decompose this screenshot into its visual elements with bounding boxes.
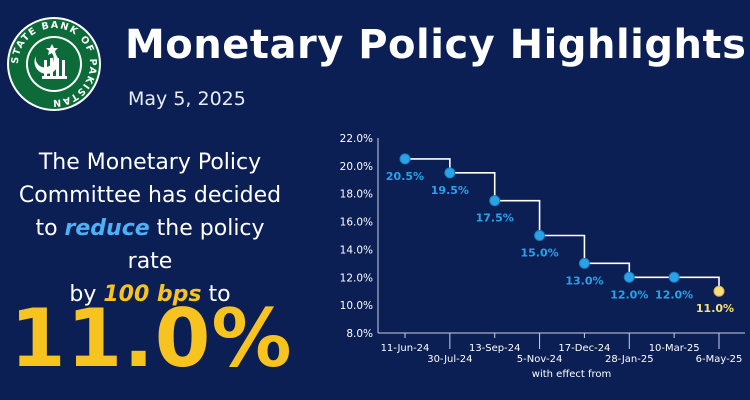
x-tick-label: 5-Nov-24 (517, 354, 563, 365)
x-tick-label: 17-Dec-24 (558, 343, 610, 354)
message-line-4-pre: by (69, 282, 104, 307)
data-label: 19.5% (431, 184, 469, 197)
message-line-3-pre: to (35, 216, 65, 241)
y-tick-label: 12.0% (340, 272, 373, 284)
data-label: 20.5% (386, 170, 424, 183)
page-title: Monetary Policy Highlights (125, 22, 747, 68)
data-label: 11.0% (696, 302, 734, 315)
bps-emphasis: 100 bps (103, 282, 202, 307)
y-tick-label: 10.0% (340, 300, 373, 312)
message-line-1: The Monetary Policy (38, 150, 262, 175)
new-policy-rate: 11.0% (10, 292, 293, 385)
policy-message: The Monetary Policy Committee has decide… (10, 146, 290, 311)
data-label: 12.0% (610, 288, 648, 301)
data-point (489, 195, 501, 207)
state-bank-logo: STATE BANK OF PAKISTAN (7, 17, 101, 111)
y-tick-label: 22.0% (340, 133, 373, 145)
y-tick-label: 18.0% (340, 189, 373, 201)
message-line-3-post: the policy rate (127, 216, 265, 274)
x-axis-title: with effect from (532, 369, 611, 380)
data-label: 12.0% (655, 288, 693, 301)
announcement-date: May 5, 2025 (128, 88, 246, 110)
y-tick-label: 20.0% (340, 161, 373, 173)
data-point (534, 230, 546, 241)
data-point (444, 167, 456, 179)
reduce-emphasis: reduce (64, 216, 150, 241)
policy-rate-chart: 8.0% 10.0% 12.0% 14.0% 16.0% 18.0% 20.0% 22.0% 1… (340, 133, 745, 380)
x-tick-label: 13-Sep-24 (469, 343, 521, 354)
data-point (399, 153, 411, 165)
x-tick-label: 11-Jun-24 (381, 343, 430, 354)
y-tick-label: 8.0% (346, 328, 373, 340)
message-line-4-post: to (201, 282, 231, 307)
x-tick-label: 6-May-25 (696, 354, 743, 365)
x-tick-label: 30-Jul-24 (427, 354, 472, 365)
data-label: 15.0% (520, 247, 558, 260)
message-line-3: to reduce the policy rate (10, 212, 290, 278)
data-point (668, 271, 680, 283)
y-tick-label: 14.0% (340, 244, 373, 256)
data-point (713, 285, 725, 297)
message-line-4: by 100 bps to (10, 278, 290, 311)
data-label: 13.0% (565, 274, 603, 287)
data-point (578, 257, 590, 269)
data-label: 17.5% (476, 212, 514, 225)
data-point (623, 271, 635, 283)
x-tick-label: 10-Mar-25 (649, 343, 700, 354)
x-tick-label: 28-Jan-25 (605, 354, 654, 365)
message-line-2: Committee has decided (18, 183, 282, 208)
y-tick-label: 16.0% (340, 217, 373, 229)
policy-rate-step-line (405, 158, 720, 292)
